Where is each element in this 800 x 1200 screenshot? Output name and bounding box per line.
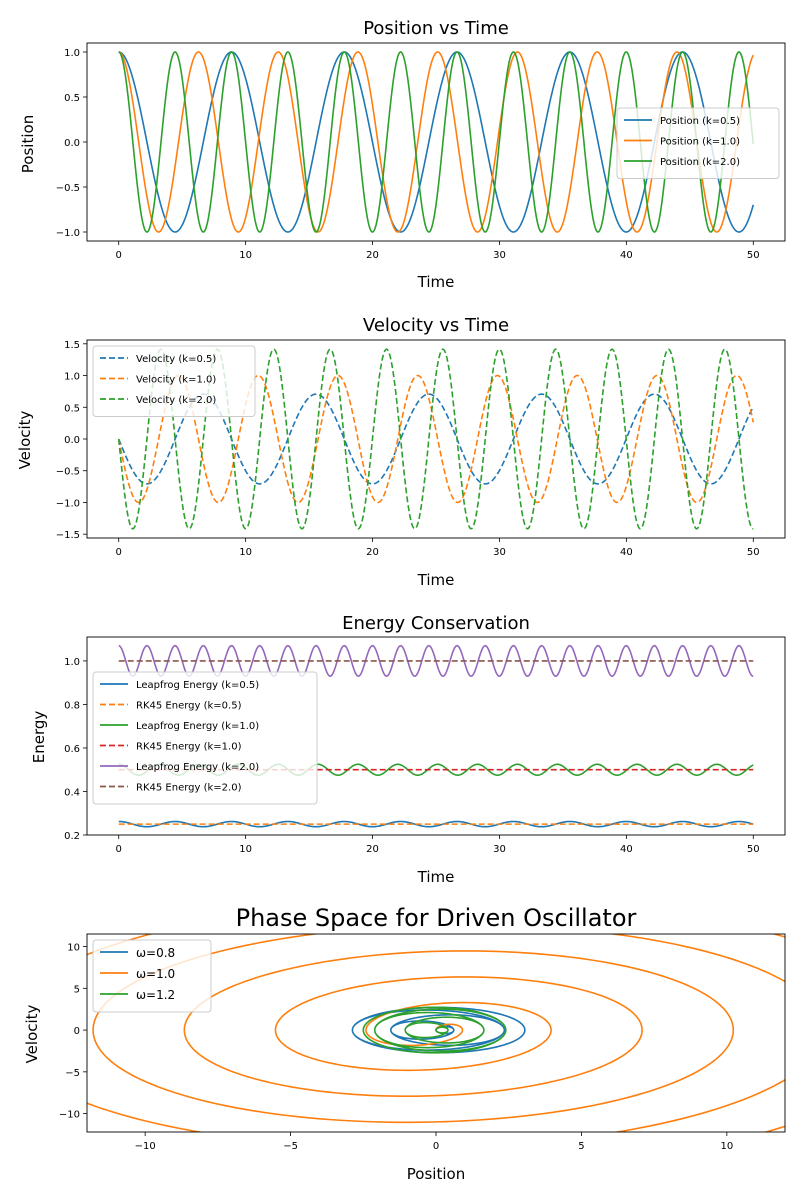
series-line-1 <box>117 374 755 504</box>
y-tick-label: 0.0 <box>64 435 80 446</box>
y-tick-label: 0 <box>74 1026 80 1037</box>
legend-entry: Leapfrog Energy (k=1.0) <box>136 721 259 732</box>
x-tick-label: 10 <box>239 250 252 261</box>
x-tick-label: 0 <box>116 844 122 855</box>
y-tick-label: 1.5 <box>64 340 80 351</box>
y-tick-label: −1.0 <box>56 498 80 509</box>
y-tick-label: 0.5 <box>64 403 80 414</box>
x-axis-label: Time <box>417 868 455 886</box>
chart-phase-space: Phase Space for Driven Oscillator Positi… <box>23 904 786 1183</box>
x-tick-label: 50 <box>747 547 760 558</box>
series-line-2 <box>362 1006 507 1054</box>
y-tick-label: 1.0 <box>64 48 80 59</box>
y-tick-label: 0.4 <box>64 787 80 798</box>
x-axis-label: Position <box>407 1165 465 1183</box>
series-line-2 <box>118 51 755 233</box>
x-axis-label: Time <box>417 273 455 291</box>
series-line-0 <box>118 820 754 828</box>
chart-position-vs-time: Position vs Time Time Position 0 10 20 30 40… <box>19 18 786 291</box>
legend-entry: Velocity (k=1.0) <box>136 375 216 386</box>
series-line-1 <box>87 934 785 1132</box>
y-tick-label: 10 <box>67 943 80 954</box>
y-tick-label: 0.2 <box>64 831 80 842</box>
x-tick-label: 0 <box>116 547 122 558</box>
legend: ω=0.8 ω=1.0 ω=1.2 <box>92 939 212 1013</box>
y-tick-label: 0.0 <box>64 138 80 149</box>
x-tick-label: 0 <box>116 250 122 261</box>
y-tick-label: −10 <box>59 1110 80 1121</box>
legend-entry: RK45 Energy (k=2.0) <box>136 783 242 794</box>
legend-entry: Position (k=1.0) <box>660 137 740 148</box>
y-tick-label: −0.5 <box>56 467 80 478</box>
chart-title: Phase Space for Driven Oscillator <box>236 904 637 932</box>
chart-velocity-vs-time: Velocity vs Time Time Velocity 0 10 20 30 40… <box>16 315 786 589</box>
legend-entry: Position (k=0.5) <box>660 116 740 127</box>
y-axis-label: Velocity <box>23 1004 41 1063</box>
legend-entry: Velocity (k=0.5) <box>136 354 216 365</box>
x-tick-label: 50 <box>747 844 760 855</box>
y-axis-label: Position <box>19 115 37 173</box>
legend-entry: Velocity (k=2.0) <box>136 395 216 406</box>
legend: Position (k=0.5) Position (k=1.0) Position… <box>616 107 780 179</box>
legend-entry: ω=1.0 <box>136 967 175 981</box>
legend-entry: Leapfrog Energy (k=2.0) <box>136 762 259 773</box>
series-line-0 <box>351 1006 526 1054</box>
y-tick-label: −1.0 <box>56 228 80 239</box>
chart-title: Energy Conservation <box>342 613 530 634</box>
legend: Leapfrog Energy (k=0.5) RK45 Energy (k=0.… <box>92 671 318 805</box>
legend-entry: RK45 Energy (k=1.0) <box>136 742 242 753</box>
x-tick-label: 30 <box>493 547 506 558</box>
x-tick-label: 50 <box>747 250 760 261</box>
x-tick-label: 10 <box>720 1141 733 1152</box>
y-axis-label: Velocity <box>16 410 34 469</box>
y-axis-label: Energy <box>30 711 48 764</box>
y-tick-label: 1.0 <box>64 657 80 668</box>
plot-area: −10 −5 0 5 10 −10 −5 0 5 10 ω=0.8 ω=1.0 ω=1.2 <box>59 933 786 1152</box>
legend-entry: Position (k=2.0) <box>660 157 740 168</box>
x-tick-label: 40 <box>620 547 633 558</box>
y-tick-label: 0.5 <box>64 93 80 104</box>
plot-area: 0 10 20 30 40 50 0.2 0.4 0.6 0.8 1.0 Leapfrog Energ… <box>64 636 786 855</box>
x-tick-label: −10 <box>135 1141 156 1152</box>
y-tick-label: 0.8 <box>64 700 80 711</box>
legend-entry: Leapfrog Energy (k=0.5) <box>136 680 259 691</box>
x-tick-label: −5 <box>283 1141 298 1152</box>
y-tick-label: −1.5 <box>56 530 80 541</box>
axes-frame <box>86 636 786 836</box>
x-tick-label: 30 <box>493 250 506 261</box>
y-tick-label: −5 <box>65 1068 80 1079</box>
chart-title: Position vs Time <box>363 18 509 39</box>
y-tick-label: −0.5 <box>56 183 80 194</box>
x-tick-label: 30 <box>493 844 506 855</box>
x-tick-label: 40 <box>620 250 633 261</box>
x-tick-label: 5 <box>578 1141 584 1152</box>
legend-entry: RK45 Energy (k=0.5) <box>136 701 242 712</box>
plot-area: 0 10 20 30 40 50 −1.0 −0.5 0.0 0.5 1.0 Position (k=… <box>56 42 786 261</box>
x-tick-label: 0 <box>433 1141 439 1152</box>
y-tick-label: 5 <box>74 984 80 995</box>
legend-entry: ω=1.2 <box>136 988 175 1002</box>
x-tick-label: 10 <box>239 844 252 855</box>
legend: Velocity (k=0.5) Velocity (k=1.0) Velocity… <box>92 345 256 417</box>
plot-area: 0 10 20 30 40 50 −1.5 −1.0 −0.5 0.0 0.5 1.0 1.5 Veloc… <box>56 339 786 558</box>
chart-energy-conservation: Energy Conservation Time Energy 0 10 20 30 4… <box>30 613 786 886</box>
y-tick-label: 0.6 <box>64 744 80 755</box>
legend-entry: ω=0.8 <box>136 946 175 960</box>
series-group <box>87 934 785 1132</box>
chart-title: Velocity vs Time <box>363 315 509 336</box>
x-tick-label: 20 <box>366 844 379 855</box>
x-axis-label: Time <box>417 571 455 589</box>
y-tick-label: 1.0 <box>64 372 80 383</box>
x-tick-label: 20 <box>366 547 379 558</box>
x-tick-label: 10 <box>239 547 252 558</box>
series-line-0 <box>117 393 754 485</box>
x-tick-label: 20 <box>366 250 379 261</box>
x-tick-label: 40 <box>620 844 633 855</box>
